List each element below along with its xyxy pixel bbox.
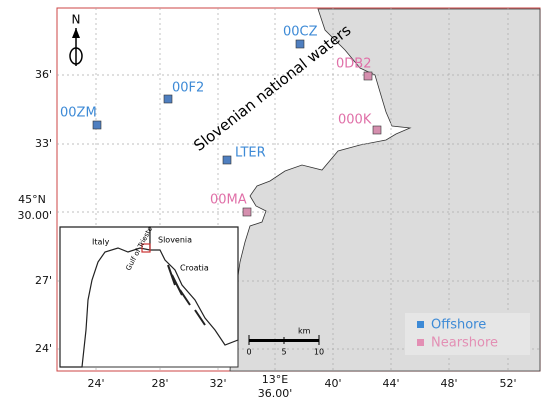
x-tick-label: 48': [440, 377, 457, 390]
station-marker: [163, 94, 173, 104]
y-tick-label: 24': [35, 342, 52, 355]
station-label: 00F2: [172, 81, 204, 96]
station-label: 000K: [338, 113, 372, 128]
north-arrow: N: [69, 13, 83, 66]
inset-italy-coast: [59, 226, 151, 368]
inset-label: Italy: [92, 238, 110, 247]
legend-label: Offshore: [431, 318, 486, 333]
legend: Offshore Nearshore: [405, 313, 530, 355]
inset-croatia-coast: [149, 226, 239, 346]
inset-study-area: [141, 243, 151, 253]
station-marker: [92, 120, 102, 130]
y-tick-label: 36': [35, 68, 52, 81]
station-label: LTER: [235, 146, 266, 161]
y-tick-label: 30.00': [17, 209, 52, 222]
station-marker: [242, 207, 252, 217]
station-label: 00CZ: [283, 25, 318, 40]
y-tick-label: 27': [35, 274, 52, 287]
scale-label: 5: [281, 348, 286, 357]
x-tick-label: 40': [324, 377, 341, 390]
station-marker: [295, 39, 305, 49]
station-marker: [372, 125, 382, 135]
scale-label: 10: [314, 348, 324, 357]
scale-bar: km 0 5 10: [246, 327, 324, 357]
station-label: 00MA: [210, 193, 247, 208]
y-degree-label: 45°N: [18, 193, 46, 206]
x-degree-label: 13°E: [262, 373, 288, 386]
inset-label: Slovenia: [158, 236, 192, 245]
inset-label: Croatia: [180, 264, 209, 273]
station-marker: [222, 155, 232, 165]
legend-swatch: [417, 339, 424, 346]
scale-unit: km: [298, 327, 311, 336]
north-label: N: [72, 13, 81, 27]
inset-islands: [167, 264, 206, 326]
legend-label: Nearshore: [431, 336, 498, 351]
x-tick-label: 52': [499, 377, 516, 390]
station-label: 0DB2: [336, 57, 371, 72]
legend-swatch: [417, 321, 424, 328]
x-tick-label: 24': [87, 377, 104, 390]
x-tick-label: 28': [151, 377, 168, 390]
legend-box: [405, 313, 530, 355]
station-label: 00ZM: [60, 106, 97, 121]
north-ring: [69, 47, 83, 65]
scale-label: 0: [246, 348, 251, 357]
x-tick-label: 32': [209, 377, 226, 390]
y-tick-label: 33': [35, 137, 52, 150]
inset: Italy Slovenia Croatia Gulf of Trieste: [59, 225, 239, 368]
station-marker: [363, 71, 373, 81]
x-tick-label: 44': [382, 377, 399, 390]
x-tick-label: 36.00': [258, 387, 293, 400]
